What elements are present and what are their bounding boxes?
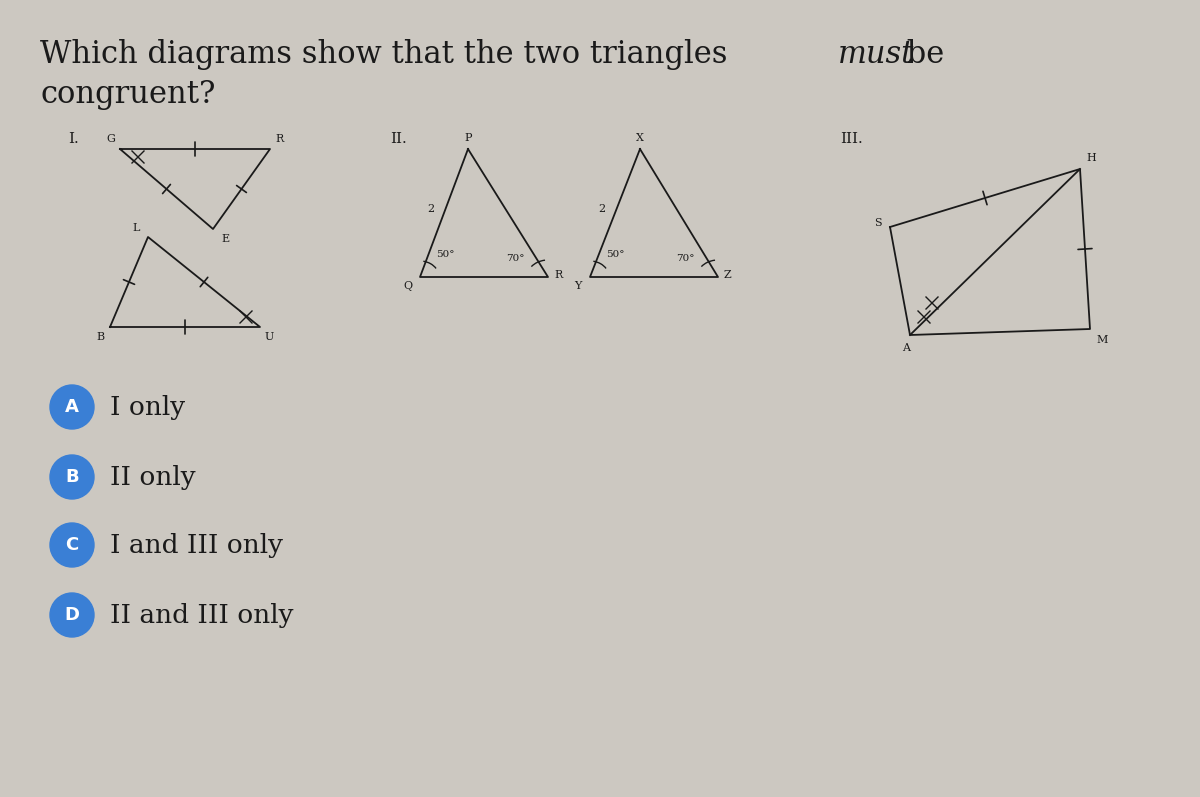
Text: must: must <box>838 39 914 70</box>
Text: 70°: 70° <box>506 254 524 263</box>
Text: S: S <box>875 218 882 228</box>
Text: A: A <box>902 343 910 353</box>
Text: 70°: 70° <box>676 254 695 263</box>
Text: C: C <box>65 536 79 554</box>
Text: L: L <box>133 223 140 233</box>
Text: Q: Q <box>403 281 412 291</box>
Circle shape <box>50 523 94 567</box>
Text: III.: III. <box>840 132 863 146</box>
Text: B: B <box>97 332 106 342</box>
Text: I only: I only <box>110 395 185 419</box>
Text: R: R <box>554 270 563 280</box>
Text: II and III only: II and III only <box>110 603 294 627</box>
Text: 50°: 50° <box>436 250 455 259</box>
Text: I and III only: I and III only <box>110 532 283 557</box>
Text: U: U <box>265 332 275 342</box>
Text: R: R <box>275 134 283 144</box>
Text: II only: II only <box>110 465 196 489</box>
Text: P: P <box>464 133 472 143</box>
Text: II.: II. <box>390 132 407 146</box>
Text: 2: 2 <box>427 204 434 214</box>
Text: H: H <box>1086 153 1096 163</box>
Text: G: G <box>106 134 115 144</box>
Text: Z: Z <box>724 270 732 280</box>
Text: X: X <box>636 133 644 143</box>
Text: 50°: 50° <box>606 250 624 259</box>
Text: E: E <box>221 234 229 244</box>
Text: M: M <box>1096 335 1108 345</box>
Text: B: B <box>65 468 79 486</box>
Text: Which diagrams show that the two triangles: Which diagrams show that the two triangl… <box>40 39 737 70</box>
Text: be: be <box>898 39 944 70</box>
Text: 2: 2 <box>598 204 605 214</box>
Text: D: D <box>65 606 79 624</box>
Circle shape <box>50 455 94 499</box>
Text: congruent?: congruent? <box>40 79 215 110</box>
Circle shape <box>50 385 94 429</box>
Text: Y: Y <box>575 281 582 291</box>
Text: A: A <box>65 398 79 416</box>
Text: I.: I. <box>68 132 79 146</box>
Circle shape <box>50 593 94 637</box>
